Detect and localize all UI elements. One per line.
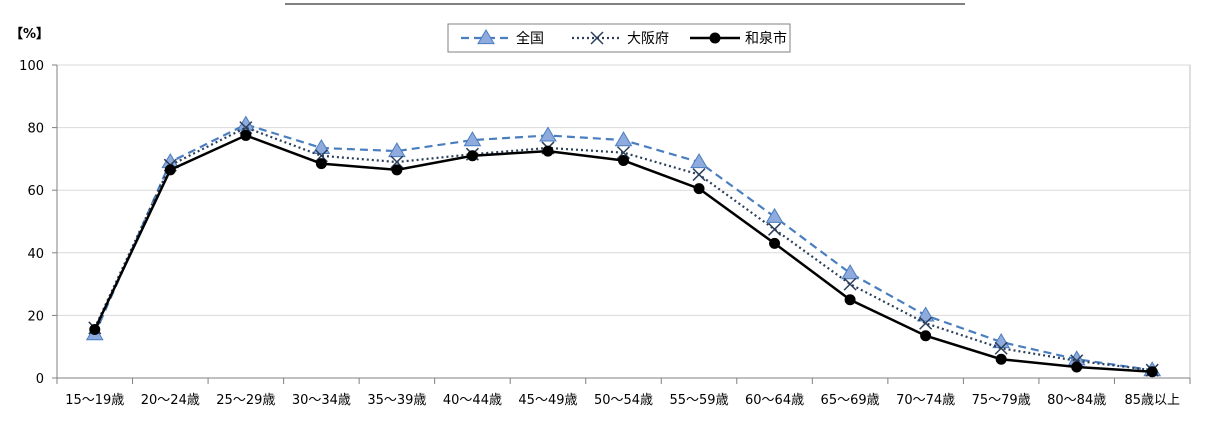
y-tick-label: 0 <box>36 372 44 387</box>
legend-item-3: 和泉市 <box>690 30 787 47</box>
axis-layer: 0 20 40 60 80 100 15～19歳 20～24歳 25～29歳 30～34歳 35～3… <box>10 26 1191 408</box>
data-point-circle <box>466 150 478 162</box>
legend-item-2: 大阪府 <box>572 31 669 47</box>
data-point-circle <box>769 237 781 249</box>
data-point-x-stroke <box>843 277 857 291</box>
data-point-circle <box>920 330 932 342</box>
data-point-x-stroke <box>616 146 631 160</box>
data-point-x <box>314 149 328 163</box>
x-tick-label: 35～39歳 <box>367 393 426 408</box>
plot-area-border <box>56 64 1191 379</box>
y-tick-label: 20 <box>27 309 44 324</box>
series-line <box>93 126 1153 372</box>
data-point-x-stroke <box>768 222 782 236</box>
data-point-triangle <box>765 207 784 223</box>
y-unit-label: 【%】 <box>10 26 49 42</box>
x-tick-label: 20～24歳 <box>141 393 200 408</box>
x-tick-label: 80～84歳 <box>1047 393 1106 408</box>
series-3 <box>89 129 1158 378</box>
data-point-circle <box>391 164 403 176</box>
data-point-circle <box>995 353 1007 365</box>
data-point-circle <box>1071 361 1083 373</box>
data-point-circle <box>164 164 176 176</box>
legend: 全国 大阪府 和泉市 <box>447 23 791 53</box>
data-point-x-stroke <box>994 341 1008 355</box>
series-line <box>93 134 1153 373</box>
data-point-x <box>994 341 1008 355</box>
data-point-circle <box>1146 366 1158 378</box>
data-point-triangle <box>916 306 935 322</box>
x-tick-label: 40～44歳 <box>443 393 502 408</box>
x-tick-label: 65～69歳 <box>821 393 880 408</box>
legend-label: 全国 <box>516 30 544 47</box>
data-point-circle <box>709 32 721 44</box>
x-tick-label: 15～19歳 <box>65 393 124 408</box>
data-point-x-stroke <box>314 149 328 163</box>
legend-item-1: 全国 <box>461 29 544 47</box>
legend-label: 和泉市 <box>745 30 787 47</box>
data-point-x <box>390 155 404 169</box>
data-point-circle <box>542 145 554 157</box>
data-point-x-stroke <box>239 121 253 135</box>
x-tick-label: 85歳以上 <box>1124 393 1180 408</box>
data-point-circle <box>844 294 856 306</box>
x-tick-label: 70～74歳 <box>896 393 955 408</box>
x-tick-label: 25～29歳 <box>216 393 275 408</box>
data-point-circle <box>618 154 629 166</box>
data-point-triangle <box>477 29 495 45</box>
x-tick-label: 60～64歳 <box>745 393 804 408</box>
data-point-triangle <box>539 126 557 142</box>
grid-layer <box>56 64 1191 379</box>
y-tick-label: 60 <box>27 184 44 199</box>
x-tick-label: 75～79歳 <box>972 393 1031 408</box>
data-point-triangle <box>463 131 482 147</box>
data-point-x <box>843 277 857 291</box>
data-point-triangle <box>690 153 708 169</box>
data-point-x <box>239 121 253 135</box>
y-tick-label: 80 <box>27 122 44 137</box>
data-point-circle <box>240 129 252 141</box>
x-tick-label: 45～49歳 <box>518 393 577 408</box>
x-tick-label: 30～34歳 <box>292 393 351 408</box>
data-point-x-stroke <box>919 316 933 330</box>
data-point-x <box>692 168 706 182</box>
series-layer <box>85 115 1162 378</box>
data-point-x <box>768 222 782 236</box>
data-point-circle <box>89 323 101 335</box>
data-point-circle <box>693 183 705 195</box>
data-point-x <box>590 31 604 45</box>
data-point-x-stroke <box>390 155 404 169</box>
data-point-triangle <box>614 131 633 147</box>
data-point-triangle <box>312 138 331 155</box>
y-tick-label: 40 <box>27 247 44 262</box>
data-point-triangle <box>841 264 859 280</box>
x-tick-label: 55～59歳 <box>669 393 728 408</box>
data-point-circle <box>315 158 327 170</box>
data-point-x-stroke <box>692 168 706 182</box>
legend-label: 大阪府 <box>627 31 669 47</box>
x-tick-label: 50～54歳 <box>594 393 653 408</box>
data-point-x <box>616 146 631 160</box>
data-point-x <box>919 316 933 330</box>
y-tick-label: 100 <box>19 59 44 74</box>
data-point-triangle <box>388 142 406 158</box>
data-point-x-stroke <box>590 31 604 45</box>
